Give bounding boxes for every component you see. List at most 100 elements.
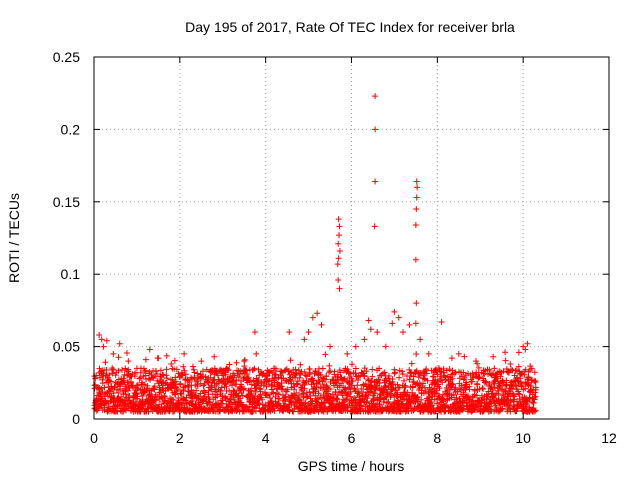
data-point bbox=[413, 300, 420, 307]
data-point bbox=[413, 394, 420, 401]
data-point bbox=[371, 395, 378, 402]
data-point bbox=[243, 367, 250, 374]
data-point bbox=[201, 381, 208, 388]
data-point bbox=[292, 392, 299, 399]
data-point bbox=[282, 367, 289, 374]
data-point bbox=[388, 392, 395, 399]
data-point bbox=[363, 368, 370, 375]
data-point bbox=[153, 397, 160, 404]
data-point bbox=[113, 387, 120, 394]
data-point bbox=[99, 380, 106, 387]
data-point bbox=[359, 405, 366, 412]
data-point bbox=[356, 392, 363, 399]
data-point bbox=[163, 366, 170, 373]
data-point bbox=[515, 363, 522, 370]
data-point bbox=[389, 320, 396, 327]
data-point bbox=[204, 378, 211, 385]
data-point bbox=[115, 367, 122, 374]
data-point bbox=[200, 388, 207, 395]
data-point bbox=[260, 382, 267, 389]
data-point bbox=[363, 399, 370, 406]
data-point bbox=[384, 391, 391, 398]
data-point bbox=[435, 381, 442, 388]
data-point bbox=[301, 369, 308, 376]
data-point bbox=[361, 336, 368, 343]
data-point bbox=[131, 370, 138, 377]
data-point bbox=[229, 382, 236, 389]
data-point bbox=[193, 387, 200, 394]
data-point bbox=[372, 403, 379, 410]
data-point bbox=[219, 397, 226, 404]
y-tick-label: 0.1 bbox=[61, 266, 81, 282]
data-point bbox=[401, 377, 408, 384]
data-point bbox=[402, 382, 409, 389]
data-point bbox=[376, 400, 383, 407]
data-point bbox=[483, 379, 490, 386]
data-point bbox=[170, 396, 177, 403]
data-point bbox=[121, 406, 128, 413]
data-point bbox=[451, 370, 458, 377]
data-point bbox=[469, 378, 476, 385]
grid-lines bbox=[94, 57, 609, 419]
data-point bbox=[335, 255, 342, 262]
data-point bbox=[414, 184, 421, 191]
data-point bbox=[337, 369, 344, 376]
data-point bbox=[251, 365, 258, 372]
data-point bbox=[371, 223, 378, 230]
data-point bbox=[291, 386, 298, 393]
data-point bbox=[433, 390, 440, 397]
y-tick-label: 0 bbox=[72, 411, 80, 427]
data-point bbox=[361, 372, 368, 379]
data-point bbox=[389, 386, 396, 393]
data-point bbox=[303, 394, 310, 401]
data-point bbox=[400, 329, 406, 336]
data-point bbox=[315, 390, 322, 397]
data-point bbox=[200, 382, 207, 389]
data-point bbox=[515, 388, 522, 395]
data-point bbox=[497, 373, 504, 380]
data-point bbox=[466, 395, 473, 402]
data-point bbox=[336, 248, 343, 255]
data-point bbox=[347, 388, 354, 395]
data-point bbox=[318, 321, 325, 328]
data-point bbox=[190, 366, 197, 373]
data-point bbox=[369, 373, 376, 380]
data-point bbox=[436, 385, 443, 392]
data-point bbox=[100, 343, 107, 350]
data-point bbox=[125, 366, 132, 373]
data-point bbox=[345, 403, 352, 410]
data-point bbox=[372, 93, 379, 100]
x-tick-label: 0 bbox=[90, 430, 98, 446]
data-point bbox=[257, 386, 264, 393]
data-point bbox=[109, 370, 116, 377]
data-point bbox=[125, 358, 132, 365]
data-point bbox=[144, 405, 151, 412]
data-point bbox=[235, 374, 242, 381]
data-point bbox=[189, 363, 196, 370]
data-point bbox=[146, 346, 153, 353]
data-point bbox=[524, 398, 531, 405]
data-point bbox=[476, 374, 483, 381]
data-point bbox=[376, 365, 383, 372]
data-point bbox=[347, 370, 354, 377]
data-point bbox=[95, 405, 102, 412]
data-point bbox=[490, 353, 497, 360]
data-point bbox=[197, 390, 204, 397]
data-point bbox=[368, 384, 375, 391]
data-point bbox=[522, 385, 529, 392]
data-point bbox=[180, 363, 187, 370]
data-point bbox=[413, 351, 420, 358]
data-point bbox=[296, 374, 303, 381]
data-point bbox=[309, 314, 316, 321]
data-point bbox=[294, 378, 301, 385]
data-point bbox=[246, 378, 253, 385]
data-point bbox=[512, 367, 519, 374]
data-point bbox=[135, 382, 142, 389]
data-point bbox=[226, 361, 233, 368]
data-point bbox=[155, 355, 162, 362]
data-point bbox=[102, 398, 109, 405]
data-point bbox=[286, 329, 293, 336]
data-point bbox=[424, 377, 431, 384]
data-point bbox=[352, 396, 359, 403]
data-point bbox=[307, 369, 314, 376]
